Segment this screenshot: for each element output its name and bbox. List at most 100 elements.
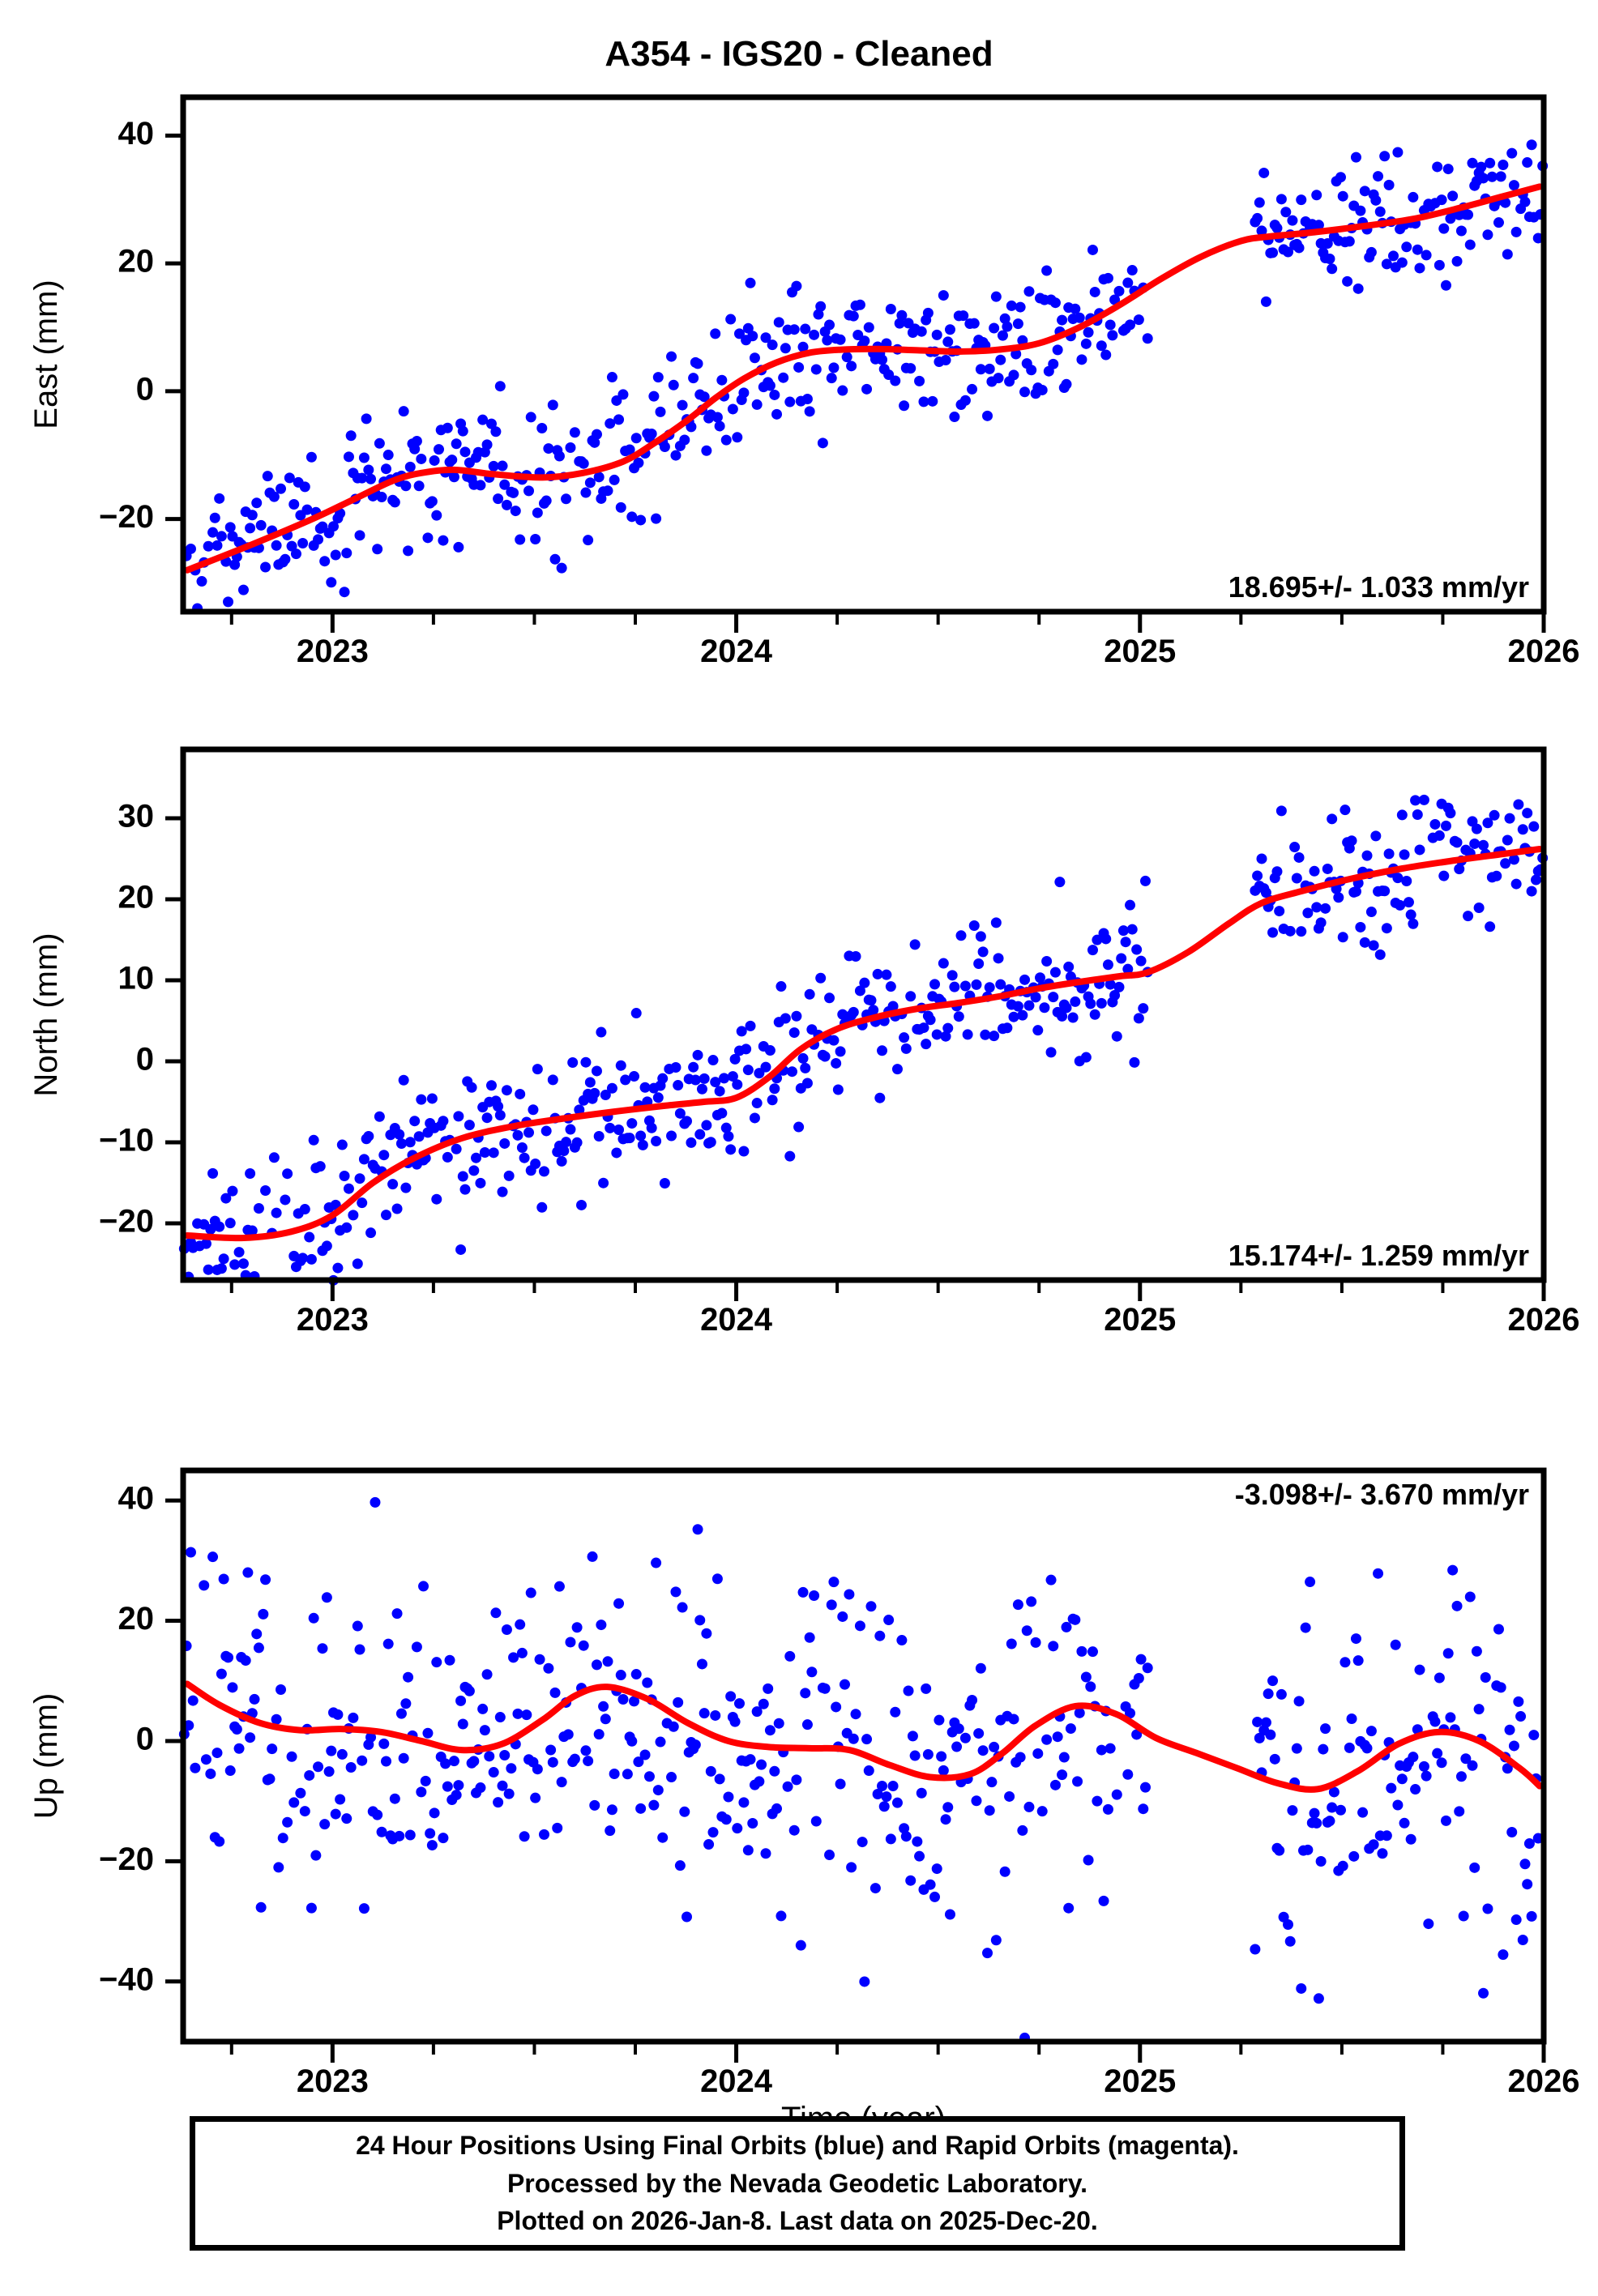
data-point [1405, 1833, 1416, 1845]
data-point [494, 381, 506, 392]
data-point [1350, 152, 1361, 163]
data-point [501, 1624, 512, 1635]
data-point [455, 1695, 467, 1706]
data-point [253, 1203, 264, 1214]
data-point [341, 1222, 352, 1233]
data-point [358, 1154, 370, 1165]
data-point [769, 1083, 780, 1095]
data-point [494, 1712, 506, 1723]
data-point [929, 1891, 941, 1902]
data-point [1396, 809, 1408, 821]
data-point [727, 403, 738, 415]
data-point [989, 1031, 1000, 1042]
data-point [800, 1062, 811, 1073]
data-point [1471, 1645, 1482, 1657]
data-point [1035, 972, 1045, 984]
data-point [1274, 1845, 1285, 1856]
data-point [365, 1731, 377, 1743]
data-point [455, 1244, 467, 1255]
data-point [499, 1750, 511, 1761]
data-point [354, 1644, 365, 1655]
data-point [1513, 799, 1524, 810]
data-point [769, 1765, 780, 1777]
data-point [574, 1104, 585, 1116]
data-point [1284, 925, 1296, 937]
data-point [1359, 186, 1370, 197]
data-point [984, 363, 995, 374]
data-point [1021, 1625, 1032, 1637]
data-point [778, 372, 789, 383]
data-point [426, 1840, 438, 1851]
data-point [896, 1635, 908, 1646]
data-point [837, 385, 848, 396]
trend-fit-line [183, 1680, 1544, 1793]
data-point [677, 1602, 688, 1613]
data-point [754, 1776, 765, 1787]
data-point [652, 1092, 664, 1103]
data-point [1388, 250, 1399, 262]
data-point [804, 988, 815, 1000]
y-tick-label: 10 [118, 961, 155, 996]
data-point [1010, 348, 1022, 360]
data-point [545, 1744, 557, 1756]
data-point [297, 1253, 309, 1264]
data-point [1085, 1681, 1096, 1692]
data-point [1117, 925, 1129, 937]
data-point [1092, 1795, 1103, 1807]
data-point [1495, 1682, 1506, 1693]
data-point [971, 1795, 982, 1807]
data-point [764, 380, 776, 391]
data-point [569, 427, 580, 438]
data-point [553, 450, 565, 462]
data-point [797, 1586, 809, 1598]
data-point [1454, 1806, 1465, 1817]
data-point [679, 434, 690, 446]
data-point [835, 1046, 846, 1057]
data-point [643, 1771, 655, 1782]
data-point [701, 445, 712, 456]
data-point [657, 1832, 669, 1843]
data-point [626, 1118, 638, 1129]
data-point [1500, 197, 1511, 208]
data-point [701, 1628, 712, 1639]
data-point [990, 1935, 1002, 1946]
data-point [736, 1026, 747, 1037]
data-point [1041, 1734, 1053, 1745]
data-point [714, 420, 725, 432]
data-point [1346, 835, 1357, 847]
data-point [229, 1259, 241, 1270]
data-point [1070, 303, 1081, 314]
data-point [711, 412, 723, 423]
rate-annotation: 15.174+/- 1.259 mm/yr [1228, 1239, 1529, 1272]
data-point [1083, 326, 1094, 338]
data-point [395, 1138, 407, 1150]
data-point [936, 1751, 947, 1762]
data-point [1365, 246, 1377, 258]
data-point [374, 437, 385, 449]
data-point [1019, 974, 1031, 985]
data-point [747, 1817, 758, 1829]
data-point [707, 1055, 719, 1066]
data-point [1133, 1013, 1144, 1024]
data-point [1447, 1564, 1459, 1576]
data-point [982, 410, 993, 421]
data-point [598, 1177, 609, 1189]
data-point [398, 1074, 409, 1086]
data-point [633, 457, 644, 468]
data-point [767, 1095, 778, 1106]
data-point [958, 310, 969, 322]
data-point [286, 540, 297, 552]
data-point [624, 444, 635, 455]
data-point [382, 450, 394, 461]
data-point [1125, 1708, 1136, 1719]
data-point [801, 1719, 813, 1731]
data-point [534, 1654, 545, 1665]
page-title: A354 - IGS20 - Cleaned [605, 34, 993, 74]
data-point [890, 375, 901, 386]
data-point [1463, 209, 1474, 220]
data-point [1493, 217, 1504, 228]
data-point [400, 480, 412, 492]
data-point [1096, 340, 1107, 352]
data-point [382, 1638, 394, 1649]
data-point [703, 1839, 715, 1850]
